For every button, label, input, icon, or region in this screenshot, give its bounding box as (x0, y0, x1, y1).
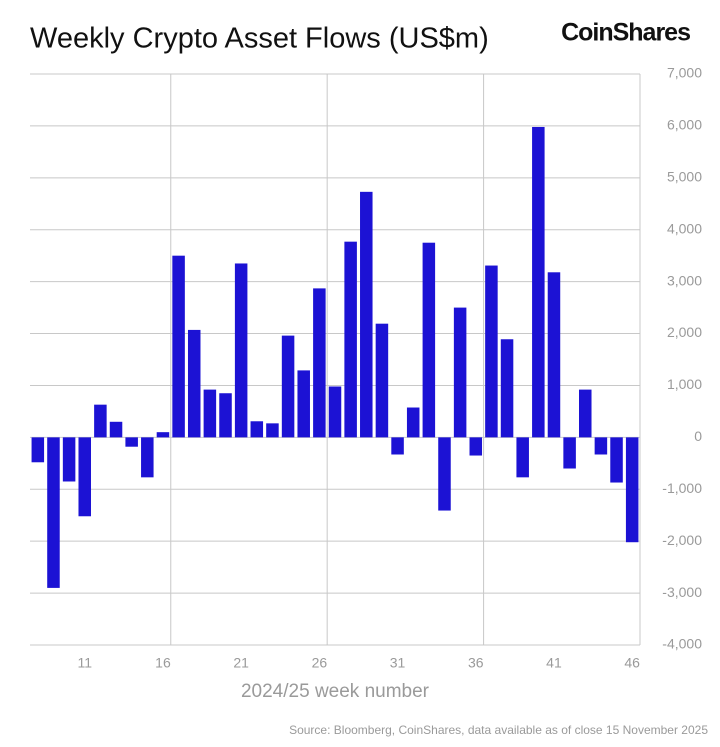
bar (422, 242, 436, 438)
bar (109, 421, 123, 438)
x-tick-label: 46 (624, 655, 640, 671)
y-tick-label: -3,000 (662, 584, 702, 600)
bar (516, 437, 529, 478)
y-tick-label: 0 (694, 428, 702, 444)
bar (47, 437, 60, 588)
bar (172, 255, 185, 438)
logo: CoinShares (561, 19, 690, 47)
x-axis-label: 2024/25 week number (241, 681, 430, 702)
bar (469, 437, 483, 456)
bar (532, 126, 545, 438)
bar (500, 339, 514, 438)
y-tick-label: 7,000 (667, 65, 702, 81)
bar (250, 421, 264, 438)
bar (141, 437, 154, 478)
bar (438, 437, 451, 511)
x-tick-label: 31 (390, 655, 406, 671)
bar (594, 437, 608, 455)
bar (281, 335, 295, 438)
y-tick-label: 3,000 (667, 272, 702, 288)
bar (563, 437, 576, 469)
bar (156, 432, 170, 438)
bar (31, 437, 45, 463)
bar (375, 323, 389, 438)
y-tick-label: -4,000 (662, 636, 702, 652)
bar (94, 404, 107, 438)
x-tick-label: 26 (312, 655, 328, 671)
y-tick-label: -2,000 (662, 532, 702, 548)
y-tick-label: 5,000 (667, 169, 702, 185)
bar (219, 393, 232, 438)
bar (579, 389, 592, 438)
bar (610, 437, 623, 483)
bar (297, 370, 310, 438)
bar (313, 288, 326, 438)
bar (453, 307, 467, 438)
y-tick-label: 1,000 (667, 376, 702, 392)
x-tick-label: 41 (546, 655, 562, 671)
bar (125, 437, 138, 447)
y-tick-label: 2,000 (667, 324, 702, 340)
bar (391, 437, 404, 455)
bar (625, 437, 639, 543)
bar (187, 329, 201, 438)
bar (62, 437, 76, 482)
x-tick-label: 11 (77, 655, 92, 671)
bar (328, 386, 342, 438)
y-tick-label: 4,000 (667, 220, 702, 236)
x-tick-label: 21 (233, 655, 249, 671)
bar (485, 265, 498, 438)
bar (406, 407, 420, 438)
chart-title: Weekly Crypto Asset Flows (US$m) (30, 23, 489, 55)
bar (203, 389, 217, 438)
bar (78, 437, 91, 517)
bar (547, 272, 561, 438)
y-tick-label: -1,000 (662, 480, 702, 496)
bar (344, 241, 357, 438)
x-tick-label: 16 (155, 655, 171, 671)
source: Source: Bloomberg, CoinShares, data avai… (289, 723, 708, 737)
bar (234, 263, 248, 438)
bar (266, 423, 279, 438)
y-tick-label: 6,000 (667, 117, 702, 133)
bar (360, 191, 373, 438)
x-tick-label: 36 (468, 655, 484, 671)
